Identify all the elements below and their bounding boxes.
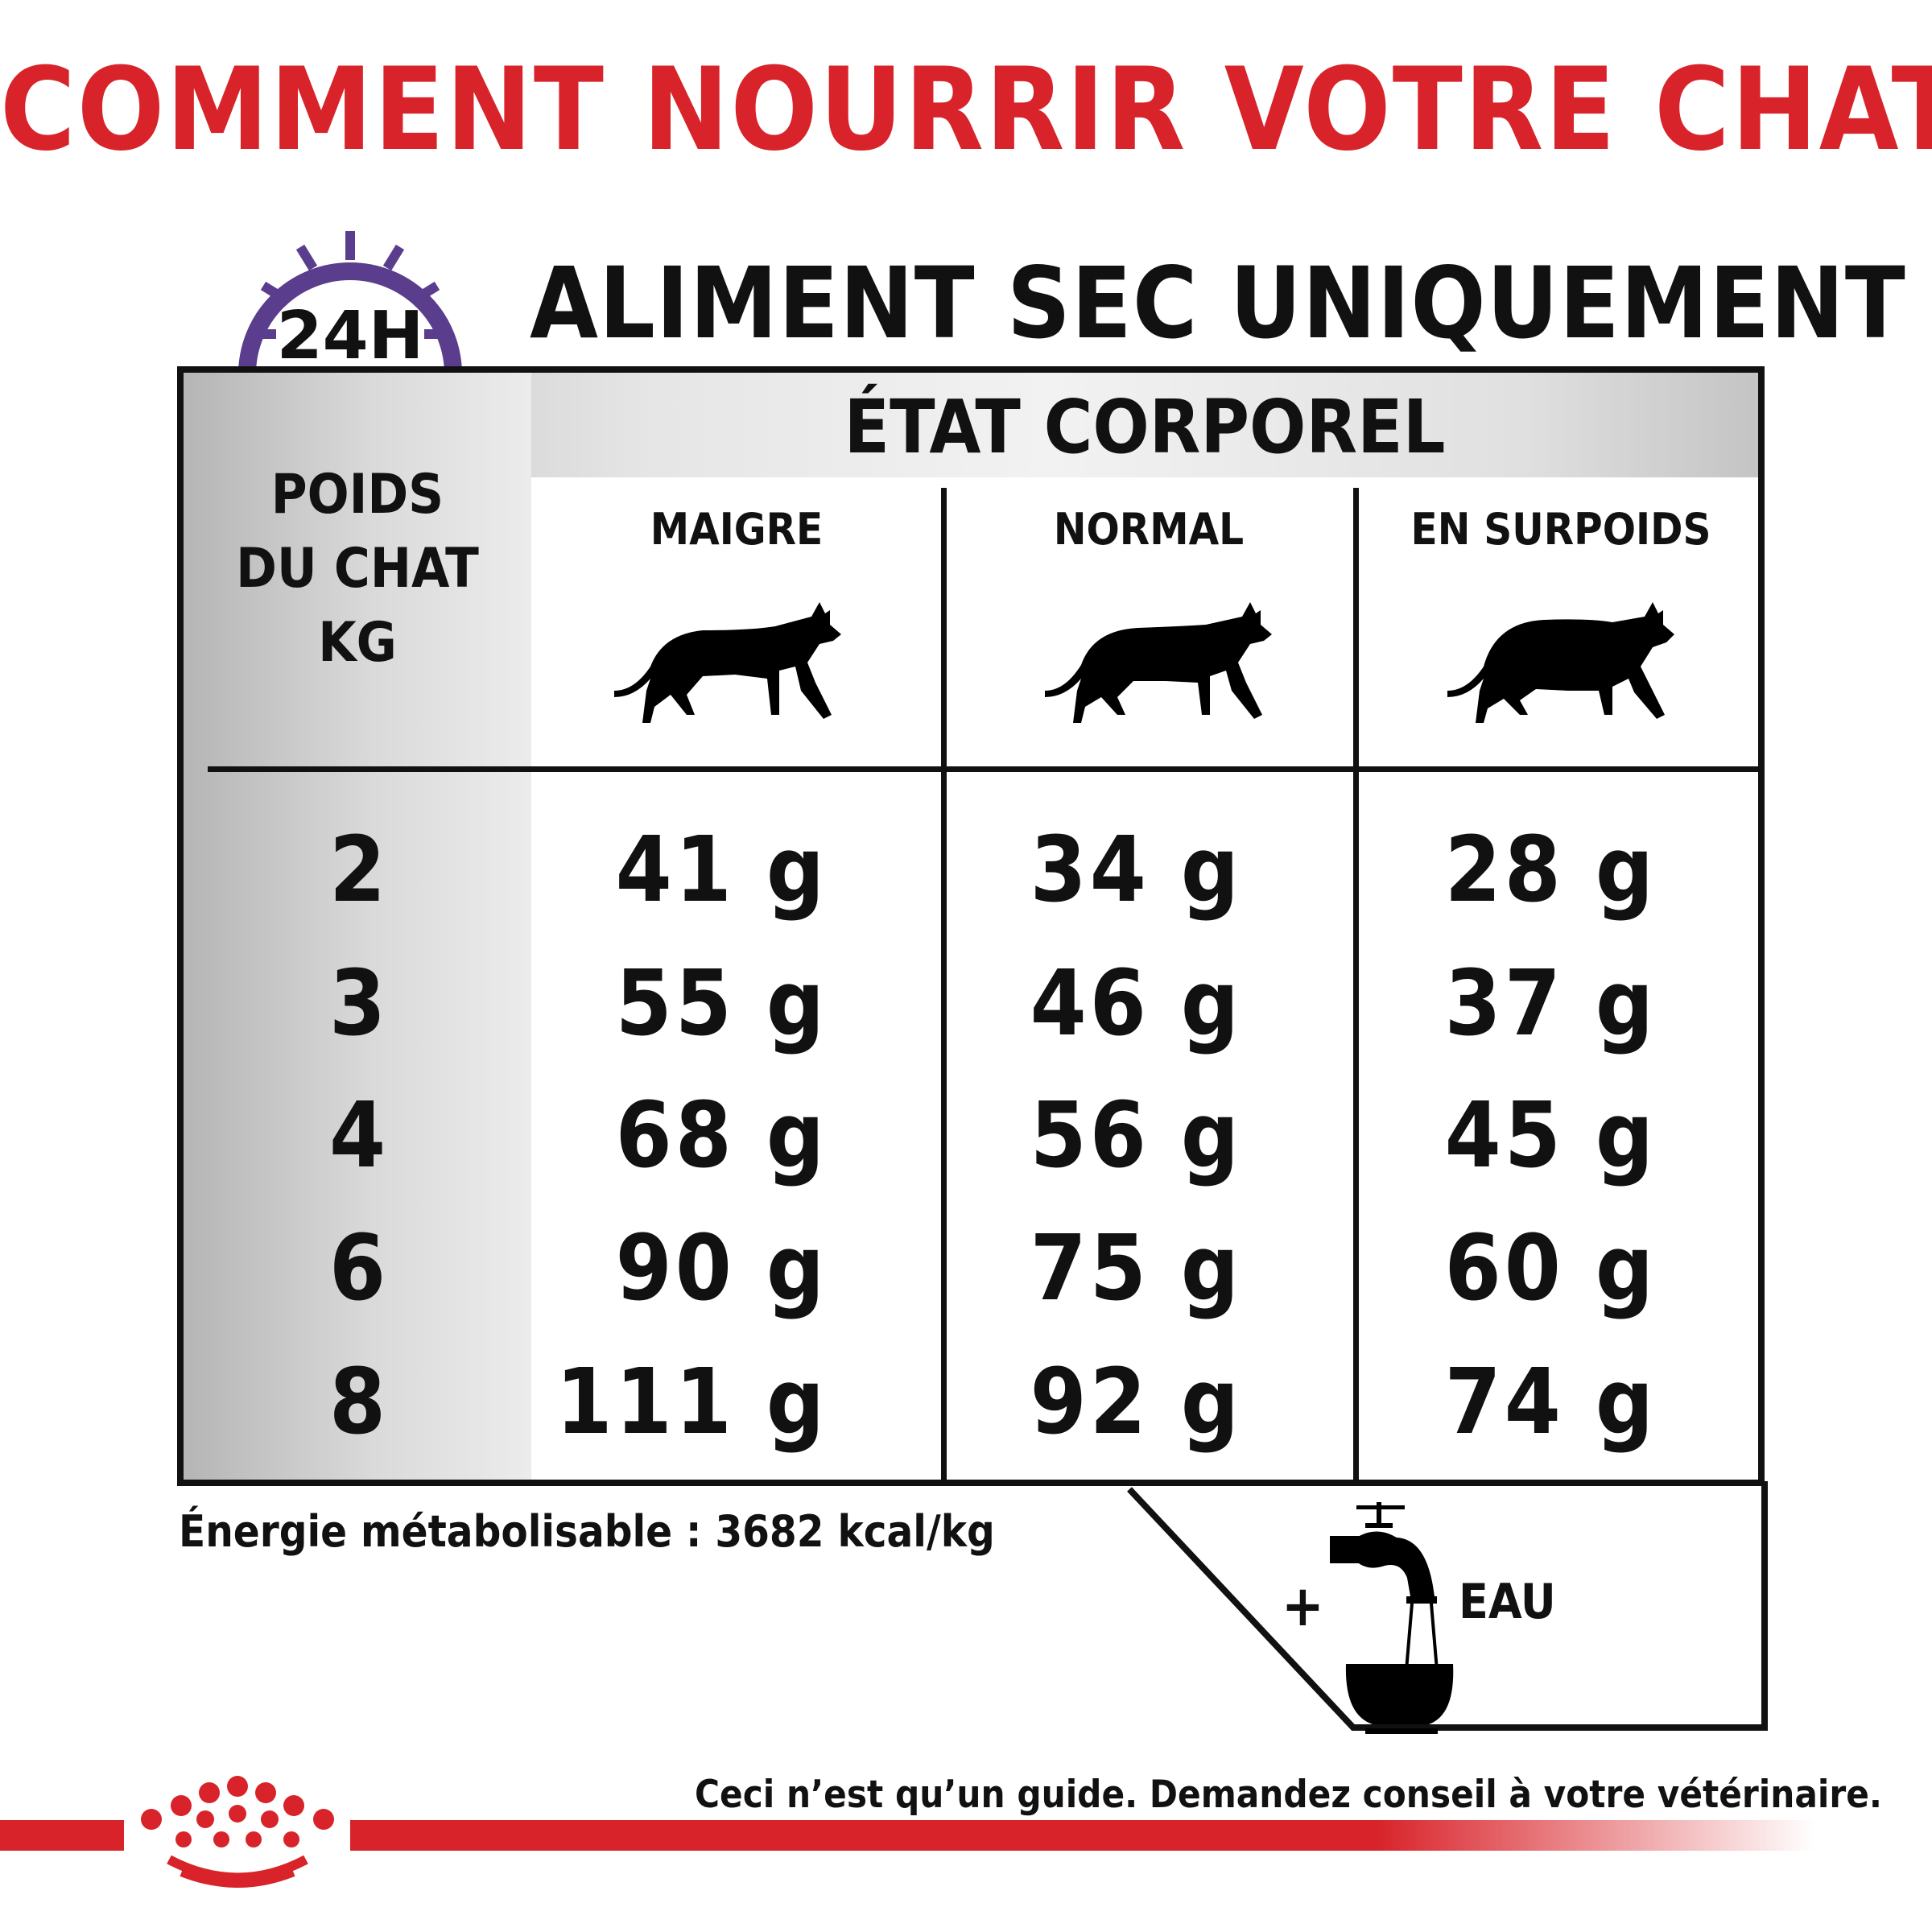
- brand-bar-right: [350, 1820, 1815, 1851]
- energy-note: Énergie métabolisable : 3682 kcal/kg: [179, 1506, 995, 1557]
- portion-cell: 92 g: [1030, 1350, 1242, 1455]
- subtitle: ALIMENT SEC UNIQUEMENT: [530, 246, 1906, 361]
- portion-cell: 68 g: [615, 1084, 828, 1188]
- column-header-maigre: MAIGRE: [650, 504, 824, 555]
- portion-cell: 45 g: [1444, 1084, 1657, 1188]
- group-header: ÉTAT CORPOREL: [844, 384, 1446, 470]
- tap-bowl-icon: [1330, 1502, 1454, 1734]
- portion-cell: 46 g: [1030, 952, 1242, 1056]
- column-divider: [1353, 488, 1359, 1480]
- overweight-cat-icon: [1447, 602, 1674, 723]
- weight-cell: 4: [328, 1084, 386, 1188]
- portion-cell: 28 g: [1444, 818, 1657, 923]
- portion-cell: 41 g: [615, 818, 828, 923]
- portion-cell: 37 g: [1444, 952, 1657, 1056]
- plus-sign: +: [1282, 1573, 1324, 1639]
- weight-cell: 2: [328, 818, 386, 923]
- water-box: [1127, 1481, 1768, 1734]
- portion-cell: 34 g: [1030, 818, 1242, 923]
- royal-canin-crown-logo: [141, 1776, 334, 1888]
- portion-cell: 74 g: [1444, 1350, 1657, 1455]
- weight-header-line: POIDS: [270, 463, 444, 526]
- portion-cell: 90 g: [615, 1216, 828, 1321]
- portion-cell: 111 g: [555, 1350, 828, 1455]
- weight-column-bg: [184, 373, 531, 1480]
- feeding-table: ÉTAT CORPOREL POIDS DU CHAT KG MAIGRE NO…: [177, 366, 1765, 1486]
- column-header-normal: NORMAL: [1053, 504, 1245, 555]
- weight-cell: 6: [328, 1216, 386, 1321]
- weight-header-line: KG: [318, 611, 397, 675]
- column-divider: [941, 488, 947, 1480]
- clock-24h-icon: 24H: [238, 231, 462, 374]
- weight-header-line: DU CHAT: [236, 537, 479, 601]
- portion-cell: 75 g: [1030, 1216, 1242, 1321]
- portion-cell: 60 g: [1444, 1216, 1657, 1321]
- disclaimer: Ceci n’est qu’un guide. Demandez conseil…: [695, 1773, 1882, 1817]
- brand-bar-left: [0, 1820, 124, 1851]
- page-title: COMMENT NOURRIR VOTRE CHAT: [0, 43, 1932, 176]
- weight-cell: 8: [328, 1350, 386, 1455]
- portion-cell: 55 g: [615, 952, 828, 1056]
- header-divider: [208, 766, 1758, 772]
- weight-cell: 3: [328, 952, 386, 1056]
- water-label: EAU: [1459, 1574, 1556, 1630]
- column-header-surpoids: EN SURPOIDS: [1410, 504, 1711, 555]
- thin-cat-icon: [614, 602, 841, 723]
- clock-label: 24H: [277, 298, 424, 374]
- normal-cat-icon: [1045, 602, 1272, 723]
- portion-cell: 56 g: [1030, 1084, 1242, 1188]
